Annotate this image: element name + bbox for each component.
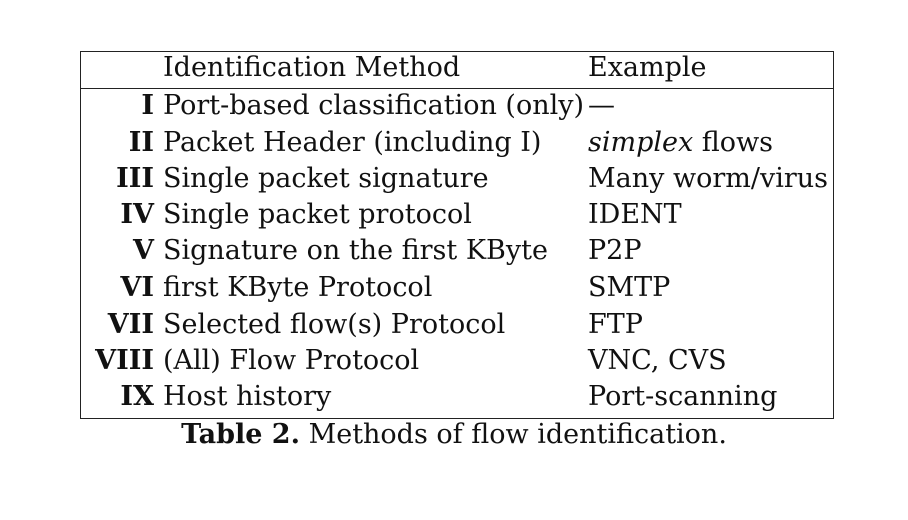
row-example: SMTP	[588, 272, 671, 303]
header-rule	[80, 88, 834, 89]
row-example: P2P	[588, 235, 642, 266]
column-header-method: Identification Method	[163, 52, 461, 83]
row-method: Single packet protocol	[163, 199, 472, 230]
row-example: simplex flows	[588, 125, 773, 161]
row-example: Many worm/virus	[588, 163, 828, 194]
row-method: Host history	[163, 381, 332, 412]
row-id: VIII	[95, 345, 154, 376]
table-frame	[80, 51, 834, 419]
row-id: VII	[107, 309, 154, 340]
row-example-emphasis: simplex	[588, 127, 694, 158]
row-method: (All) Flow Protocol	[163, 345, 420, 376]
row-id: IX	[120, 381, 154, 412]
row-id: V	[133, 235, 154, 266]
column-header-example: Example	[588, 52, 707, 83]
row-method: Selected flow(s) Protocol	[163, 309, 506, 340]
row-method: first KByte Protocol	[163, 272, 433, 303]
row-example: VNC, CVS	[588, 345, 727, 376]
row-example: Port-scanning	[588, 381, 778, 412]
row-id: IV	[120, 199, 154, 230]
table-caption: Table 2. Methods of flow identification.	[0, 417, 908, 453]
row-method: Single packet signature	[163, 163, 489, 194]
row-example: IDENT	[588, 199, 682, 230]
row-example: —	[588, 90, 615, 121]
row-id: I	[141, 90, 154, 121]
caption-text: Methods of flow identification.	[299, 419, 727, 450]
caption-label: Table 2.	[181, 419, 300, 450]
row-method: Port-based classification (only)	[163, 90, 585, 121]
row-method: Signature on the first KByte	[163, 235, 548, 266]
row-id: II	[128, 127, 154, 158]
row-id: VI	[120, 272, 154, 303]
row-example-rest: flows	[693, 127, 774, 158]
row-id: III	[116, 163, 154, 194]
row-example: FTP	[588, 309, 643, 340]
row-method: Packet Header (including I)	[163, 127, 542, 158]
